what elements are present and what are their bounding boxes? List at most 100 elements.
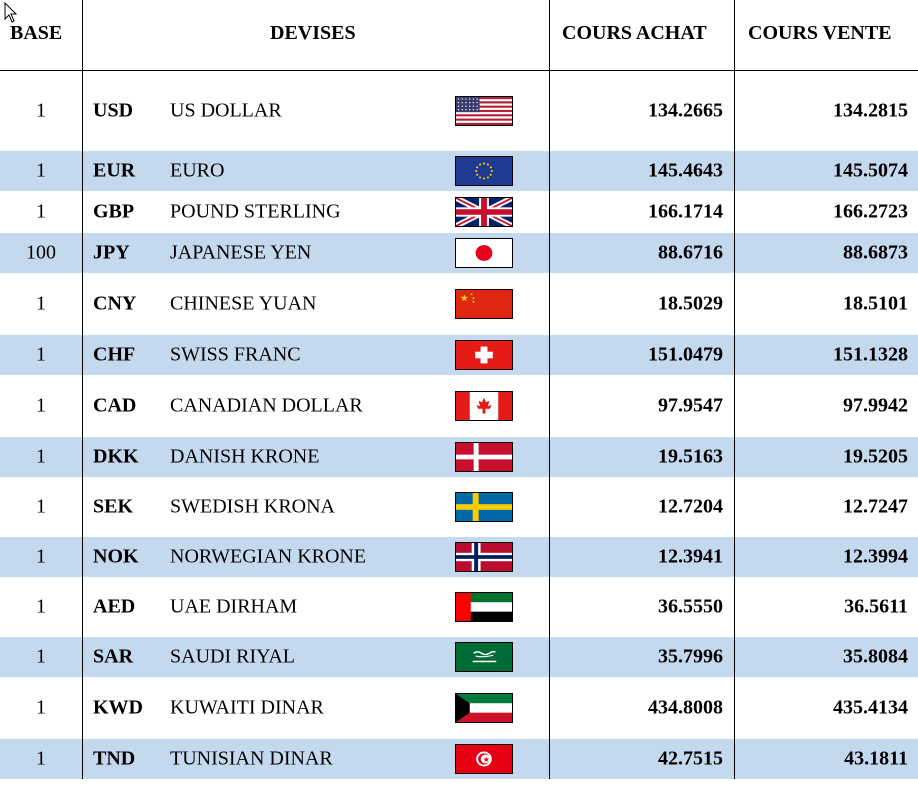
sell-rate: 18.5101 [843, 292, 908, 315]
currency-code: SEK [93, 495, 134, 518]
currency-name: UAE DIRHAM [170, 595, 298, 618]
currency-name: CHINESE YUAN [170, 292, 317, 315]
buy-rate: 12.7204 [658, 495, 723, 518]
base-cell: 1 [36, 747, 46, 770]
currency-code: SAR [93, 645, 134, 668]
currency-name: DANISH KRONE [170, 445, 320, 468]
table-row: 1 NOK NORWEGIAN KRONE 12.3941 12.3994 [0, 537, 918, 577]
currency-code: CAD [93, 394, 137, 417]
canada-flag-icon [455, 391, 513, 421]
eu-flag-icon [455, 156, 513, 186]
currency-code: KWD [93, 696, 143, 719]
currency-code: JPY [93, 241, 130, 264]
table-body: 1 USD US DOLLAR 134.2665 134.2815 1 EUR EURO 145… [0, 71, 918, 779]
currency-code: TND [93, 747, 136, 770]
base-cell: 1 [36, 343, 46, 366]
table-row: 1 GBP POUND STERLING 166.1714 166.2723 [0, 191, 918, 233]
currency-name: SWISS FRANC [170, 343, 301, 366]
sell-rate: 88.6873 [843, 241, 908, 264]
base-cell: 1 [36, 545, 46, 568]
base-cell: 1 [36, 595, 46, 618]
sell-rate: 19.5205 [843, 445, 908, 468]
table-row: 1 CNY CHINESE YUAN 18.5029 18.5101 ★ ★ ★ ★ [0, 273, 918, 335]
buy-rate: 166.1714 [648, 200, 723, 223]
buy-rate: 18.5029 [658, 292, 723, 315]
currency-name: CANADIAN DOLLAR [170, 394, 363, 417]
buy-rate: 145.4643 [648, 159, 723, 182]
sell-rate: 36.5611 [844, 595, 908, 618]
base-cell: 1 [36, 99, 46, 122]
buy-rate: 134.2665 [648, 99, 723, 122]
svg-text:★: ★ [470, 292, 474, 297]
saudi-flag-icon [455, 642, 513, 672]
table-row: 1 DKK DANISH KRONE 19.5163 19.5205 [0, 437, 918, 477]
table-row: 1 CHF SWISS FRANC 151.0479 151.1328 [0, 335, 918, 375]
table-row: 1 KWD KUWAITI DINAR 434.8008 435.4134 [0, 677, 918, 739]
sell-rate: 166.2723 [833, 200, 908, 223]
currency-code: CHF [93, 343, 136, 366]
header-devises: DEVISES [270, 22, 356, 44]
base-cell: 1 [36, 445, 46, 468]
column-divider [734, 0, 735, 779]
china-flag-icon: ★ ★ ★ ★ [455, 289, 513, 319]
header-cours-achat: COURS ACHAT [562, 22, 707, 44]
base-cell: 1 [36, 200, 46, 223]
currency-code: DKK [93, 445, 139, 468]
table-row: 1 USD US DOLLAR 134.2665 134.2815 [0, 71, 918, 151]
currency-name: US DOLLAR [170, 99, 282, 122]
mouse-pointer-icon [4, 2, 18, 23]
table-row: 1 SEK SWEDISH KRONA 12.7204 12.7247 [0, 477, 918, 537]
buy-rate: 42.7515 [658, 747, 723, 770]
buy-rate: 19.5163 [658, 445, 723, 468]
sell-rate: 145.5074 [833, 159, 908, 182]
sell-rate: 35.8084 [843, 645, 908, 668]
buy-rate: 35.7996 [658, 645, 723, 668]
norway-flag-icon [455, 542, 513, 572]
svg-text:★: ★ [460, 293, 469, 304]
table-row: 1 SAR SAUDI RIYAL 35.7996 35.8084 [0, 637, 918, 677]
uae-flag-icon [455, 592, 513, 622]
svg-text:★: ★ [472, 295, 476, 300]
kuwait-flag-icon [455, 693, 513, 723]
buy-rate: 88.6716 [658, 241, 723, 264]
svg-text:★: ★ [472, 299, 476, 304]
buy-rate: 151.0479 [648, 343, 723, 366]
sell-rate: 12.3994 [843, 545, 908, 568]
currency-code: USD [93, 99, 134, 122]
currency-name: NORWEGIAN KRONE [170, 545, 367, 568]
table-row: 1 TND TUNISIAN DINAR 42.7515 43.1811 ★ [0, 739, 918, 779]
currency-name: POUND STERLING [170, 200, 341, 223]
currency-name: SAUDI RIYAL [170, 645, 295, 668]
currency-code: CNY [93, 292, 137, 315]
table-row: 1 EUR EURO 145.4643 145.5074 [0, 151, 918, 191]
table-row: 100 JPY JAPANESE YEN 88.6716 88.6873 [0, 233, 918, 273]
currency-name: SWEDISH KRONA [170, 495, 335, 518]
buy-rate: 36.5550 [658, 595, 723, 618]
base-cell: 1 [36, 394, 46, 417]
currency-code: EUR [93, 159, 136, 182]
sell-rate: 43.1811 [844, 747, 908, 770]
buy-rate: 97.9547 [658, 394, 723, 417]
currency-name: KUWAITI DINAR [170, 696, 324, 719]
base-cell: 1 [36, 696, 46, 719]
sweden-flag-icon [455, 492, 513, 522]
sell-rate: 151.1328 [833, 343, 908, 366]
table-row: 1 AED UAE DIRHAM 36.5550 36.5611 [0, 577, 918, 637]
us-flag-icon [455, 96, 513, 126]
switzerland-flag-icon [455, 340, 513, 370]
currency-name: TUNISIAN DINAR [170, 747, 333, 770]
svg-text:★: ★ [483, 755, 490, 764]
table-row: 1 CAD CANADIAN DOLLAR 97.9547 97.9942 [0, 375, 918, 437]
base-cell: 1 [36, 292, 46, 315]
column-divider [549, 0, 550, 779]
japan-flag-icon [455, 238, 513, 268]
sell-rate: 97.9942 [843, 394, 908, 417]
base-cell: 1 [36, 159, 46, 182]
sell-rate: 12.7247 [843, 495, 908, 518]
base-cell: 100 [26, 241, 56, 264]
header-cours-vente: COURS VENTE [748, 22, 892, 44]
currency-name: JAPANESE YEN [170, 241, 312, 264]
currency-code: NOK [93, 545, 139, 568]
base-cell: 1 [36, 645, 46, 668]
buy-rate: 434.8008 [648, 696, 723, 719]
